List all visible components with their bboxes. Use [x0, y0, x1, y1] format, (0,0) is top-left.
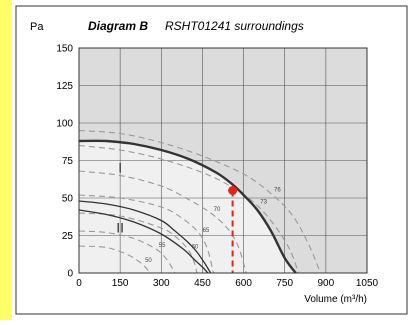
- x-tick-label: 1050: [356, 278, 379, 289]
- plot-area: 0 150 300 450 600 750 900 1050 0 25 50 75 100 125 150 7…: [56, 44, 378, 290]
- x-tick-label: 150: [112, 278, 129, 289]
- noise-curve-line: [78, 230, 176, 274]
- noise-curve-line: [78, 245, 151, 274]
- y-tick-label: 100: [56, 119, 73, 130]
- noise-curve-label: 60: [192, 245, 199, 251]
- y-axis-label: Pa: [30, 21, 44, 33]
- y-tick-label: 75: [62, 156, 74, 167]
- x-axis-label: Volume (m³/h): [304, 294, 367, 305]
- noise-curve-label: 55: [159, 243, 166, 249]
- noise-curve-line: [78, 194, 214, 274]
- noise-curve-label: 65: [203, 228, 210, 234]
- operating-point-marker: [228, 186, 238, 195]
- noise-curve-label: 50: [145, 258, 152, 264]
- noise-curve-line: [78, 129, 321, 274]
- fan-curve-line: [78, 200, 212, 274]
- left-highlight-bar: [0, 0, 12, 320]
- y-tick-label: 50: [62, 194, 74, 205]
- x-tick-label: 750: [276, 278, 293, 289]
- noise-curve-label: 73: [260, 200, 267, 206]
- x-tick-label: 300: [153, 278, 170, 289]
- noise-curve-line: [78, 170, 247, 274]
- chart-title: RSHT01241 surroundings: [165, 19, 304, 33]
- x-tick-label: 450: [194, 278, 211, 289]
- fan-curve-line: [78, 139, 297, 274]
- region-label: II: [116, 220, 124, 236]
- y-tick-label: 25: [62, 231, 74, 242]
- y-tick-label: 0: [67, 269, 73, 280]
- operating-region: [79, 140, 296, 273]
- chart-title-bold: Diagram B: [88, 19, 148, 33]
- noise-curve-label: 76: [274, 188, 281, 194]
- fan-curve-line: [78, 209, 209, 274]
- x-tick-label: 900: [318, 278, 335, 289]
- plot-border: [78, 47, 368, 274]
- noise-curve-line: [78, 212, 198, 274]
- region-label: I: [118, 160, 122, 176]
- x-tick-label: 0: [76, 278, 82, 289]
- x-tick-label: 600: [235, 278, 252, 289]
- y-tick-label: 150: [56, 44, 73, 55]
- y-tick-label: 125: [56, 81, 73, 92]
- noise-curve-label: 70: [214, 207, 221, 213]
